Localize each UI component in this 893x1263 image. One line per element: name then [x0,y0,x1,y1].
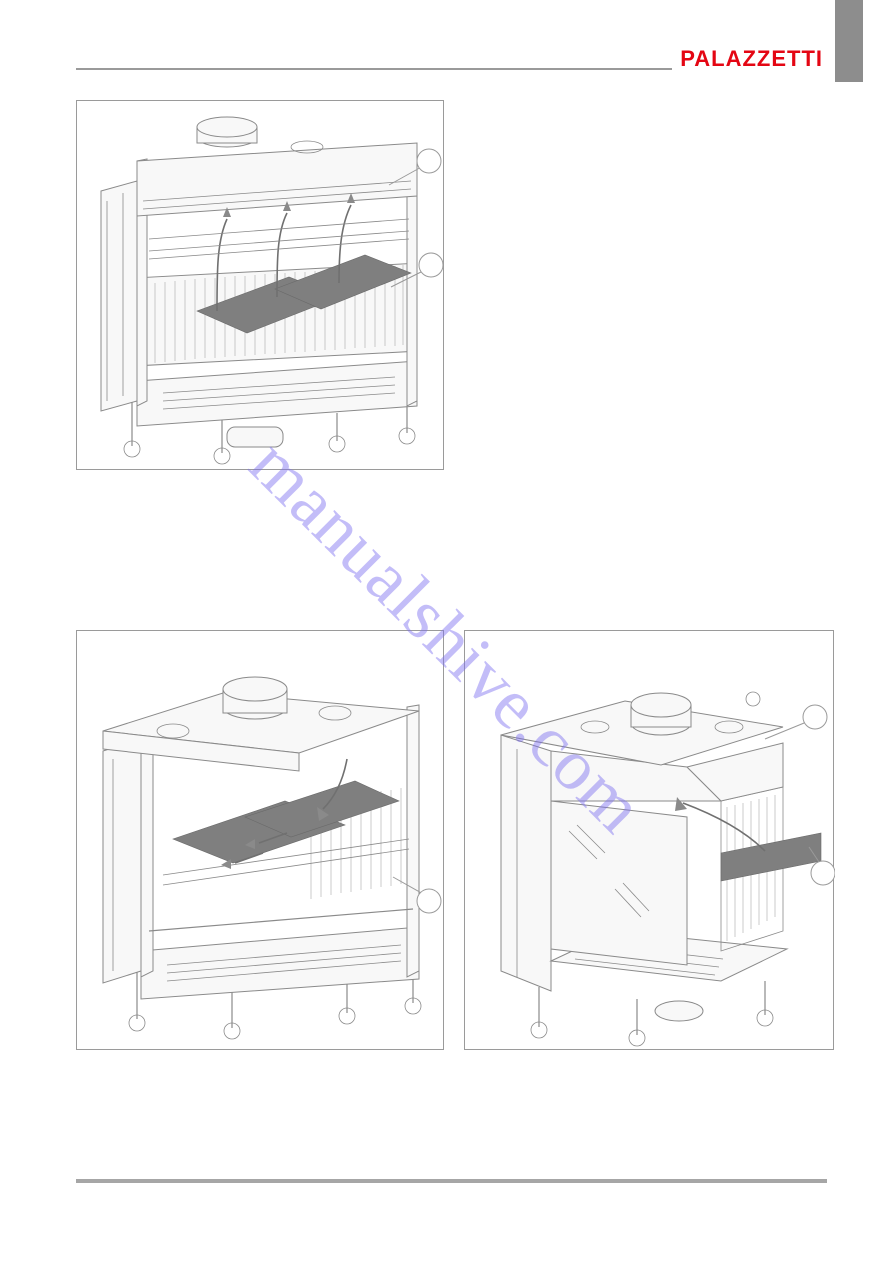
bottom-rule [76,1179,827,1183]
figure-bottom-right [464,630,834,1050]
page-edge-tab [835,0,863,82]
diagram-bottom-right [465,631,835,1051]
diagram-bottom-left [77,631,445,1051]
figure-top [76,100,444,470]
diagram-top [77,101,445,471]
brand-logo: PALAZZETTI [672,46,827,72]
figure-bottom-left [76,630,444,1050]
